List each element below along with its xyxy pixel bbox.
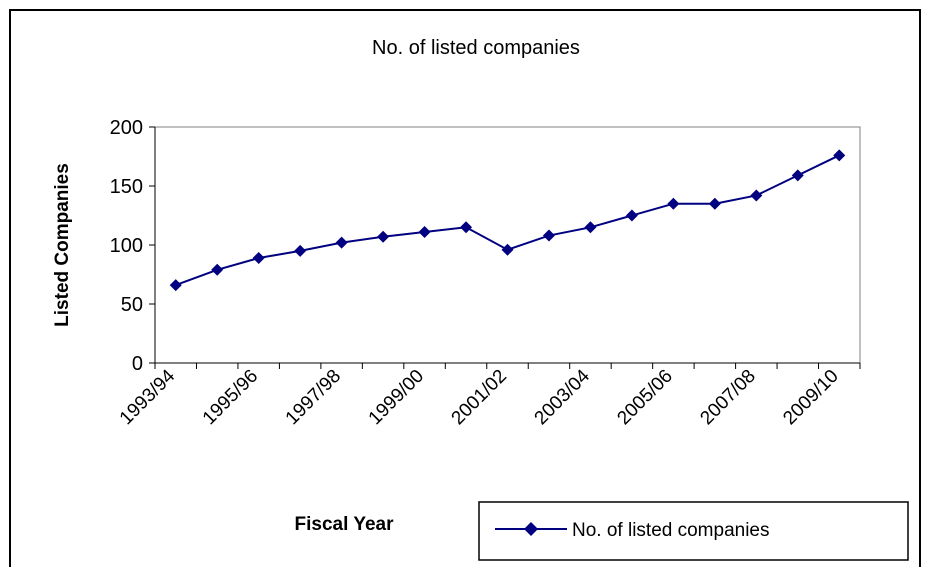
data-point <box>667 197 680 210</box>
y-tick-label: 0 <box>132 353 143 375</box>
x-tick-label: 2005/06 <box>613 366 676 429</box>
x-axis-label: Fiscal Year <box>295 514 395 535</box>
data-point <box>169 279 182 292</box>
y-tick-label: 100 <box>110 235 143 257</box>
data-point <box>294 244 307 257</box>
x-tick-label: 2003/04 <box>531 365 595 429</box>
legend-marker <box>524 522 538 536</box>
data-point <box>252 251 265 264</box>
x-tick-label: 1997/98 <box>282 366 345 429</box>
y-tick-label: 200 <box>110 117 143 139</box>
legend-box <box>478 501 909 561</box>
data-point <box>750 189 763 202</box>
data-point <box>501 243 514 256</box>
y-axis: 0 50 100 150 200 <box>110 117 156 375</box>
chart-title: No. of listed companies <box>372 37 580 59</box>
x-tick-label: 1993/94 <box>116 365 180 429</box>
data-point <box>460 221 473 234</box>
data-point <box>833 149 846 162</box>
chart-frame <box>9 9 921 567</box>
legend: No. of listed companies <box>478 501 909 561</box>
data-point <box>791 169 804 182</box>
data-point <box>377 230 390 243</box>
series-group <box>169 149 846 292</box>
data-point <box>335 236 348 249</box>
y-axis-label: Listed Companies <box>52 163 73 327</box>
x-tick-label: 2007/08 <box>696 366 759 429</box>
x-tick-label: 2009/10 <box>779 366 842 429</box>
legend-label: No. of listed companies <box>572 520 770 541</box>
x-axis: 1993/94 1995/96 1997/98 1999/00 2001/02 2003/… <box>116 362 861 429</box>
data-point <box>211 263 224 276</box>
data-point <box>418 226 431 239</box>
series-line <box>175 154 840 287</box>
data-point <box>708 197 721 210</box>
data-point <box>584 221 597 234</box>
x-tick-label: 1995/96 <box>199 366 262 429</box>
data-point <box>542 229 555 242</box>
y-tick-label: 50 <box>121 294 143 316</box>
x-tick-label: 2001/02 <box>448 366 511 429</box>
x-tick-label: 1999/00 <box>365 366 428 429</box>
data-point <box>625 209 638 222</box>
y-tick-label: 150 <box>110 176 143 198</box>
